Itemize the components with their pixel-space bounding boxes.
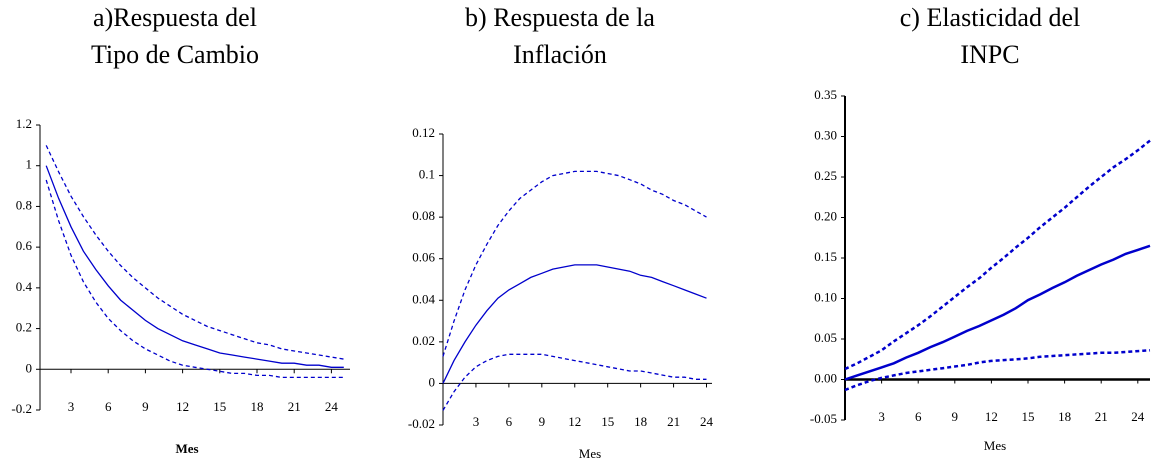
y-tick-label: 0.30: [814, 127, 837, 142]
series-line: [844, 349, 1151, 392]
series-line: [45, 179, 344, 379]
chart-title: INPC: [960, 40, 1019, 69]
x-tick-label: 24: [700, 414, 714, 429]
series-line: [442, 264, 707, 384]
x-tick-label: 24: [1131, 409, 1145, 424]
y-tick-label: 0.00: [814, 370, 837, 385]
x-tick-label: 15: [213, 399, 226, 414]
x-axis-label: Mes: [984, 438, 1006, 453]
chart-title: c) Elasticidad del: [900, 3, 1080, 32]
x-tick-label: 3: [68, 399, 75, 414]
y-tick-label: 0.1: [419, 167, 435, 182]
x-tick-label: 18: [634, 414, 647, 429]
x-tick-label: 12: [985, 409, 998, 424]
x-tick-label: 21: [667, 414, 680, 429]
y-tick-label: 0.10: [814, 289, 837, 304]
y-tick-label: 0.15: [814, 249, 837, 264]
series-line: [442, 170, 707, 357]
x-tick-label: 6: [506, 414, 513, 429]
x-tick-label: 15: [1022, 409, 1035, 424]
x-tick-label: 6: [105, 399, 112, 414]
y-tick-label: 0.12: [412, 125, 435, 140]
chart-title: a)Respuesta del: [93, 3, 257, 32]
x-tick-label: 3: [878, 409, 885, 424]
series-line: [45, 165, 344, 368]
y-tick-label: 0.20: [814, 208, 837, 223]
y-tick-label: 0: [26, 360, 33, 375]
series-line: [844, 139, 1151, 371]
x-tick-label: 15: [601, 414, 614, 429]
y-tick-label: 0.35: [814, 87, 837, 102]
x-tick-label: 9: [142, 399, 149, 414]
x-tick-label: 24: [325, 399, 339, 414]
x-tick-label: 12: [568, 414, 581, 429]
x-tick-label: 9: [539, 414, 546, 429]
x-tick-label: 6: [915, 409, 922, 424]
y-tick-label: 0: [429, 374, 436, 389]
x-tick-label: 21: [1095, 409, 1108, 424]
y-tick-label: 0.02: [412, 333, 435, 348]
x-axis-label: Mes: [175, 441, 198, 456]
y-tick-label: 1.2: [16, 116, 32, 131]
x-tick-label: 3: [473, 414, 480, 429]
chart-title: Inflación: [513, 40, 607, 69]
y-tick-label: 1: [26, 157, 33, 172]
x-axis-label: Mes: [579, 446, 601, 461]
y-tick-label: -0.2: [11, 401, 32, 416]
y-tick-label: 0.04: [412, 291, 435, 306]
y-tick-label: 0.25: [814, 168, 837, 183]
y-tick-label: 0.06: [412, 250, 435, 265]
chart-title: b) Respuesta de la: [465, 3, 655, 32]
y-tick-label: 0.05: [814, 330, 837, 345]
y-tick-label: 0.6: [16, 238, 33, 253]
series-line: [442, 353, 707, 411]
x-tick-label: 12: [176, 399, 189, 414]
chart-title: Tipo de Cambio: [91, 40, 259, 69]
y-tick-label: 0.2: [16, 320, 32, 335]
y-tick-label: -0.02: [408, 416, 435, 431]
x-tick-label: 21: [288, 399, 301, 414]
y-tick-label: -0.05: [810, 411, 837, 426]
x-tick-label: 18: [1058, 409, 1071, 424]
series-line: [844, 244, 1151, 381]
x-tick-label: 9: [952, 409, 959, 424]
y-tick-label: 0.4: [16, 279, 33, 294]
x-tick-label: 18: [251, 399, 264, 414]
y-tick-label: 0.8: [16, 197, 32, 212]
series-line: [45, 145, 344, 360]
y-tick-label: 0.08: [412, 208, 435, 223]
